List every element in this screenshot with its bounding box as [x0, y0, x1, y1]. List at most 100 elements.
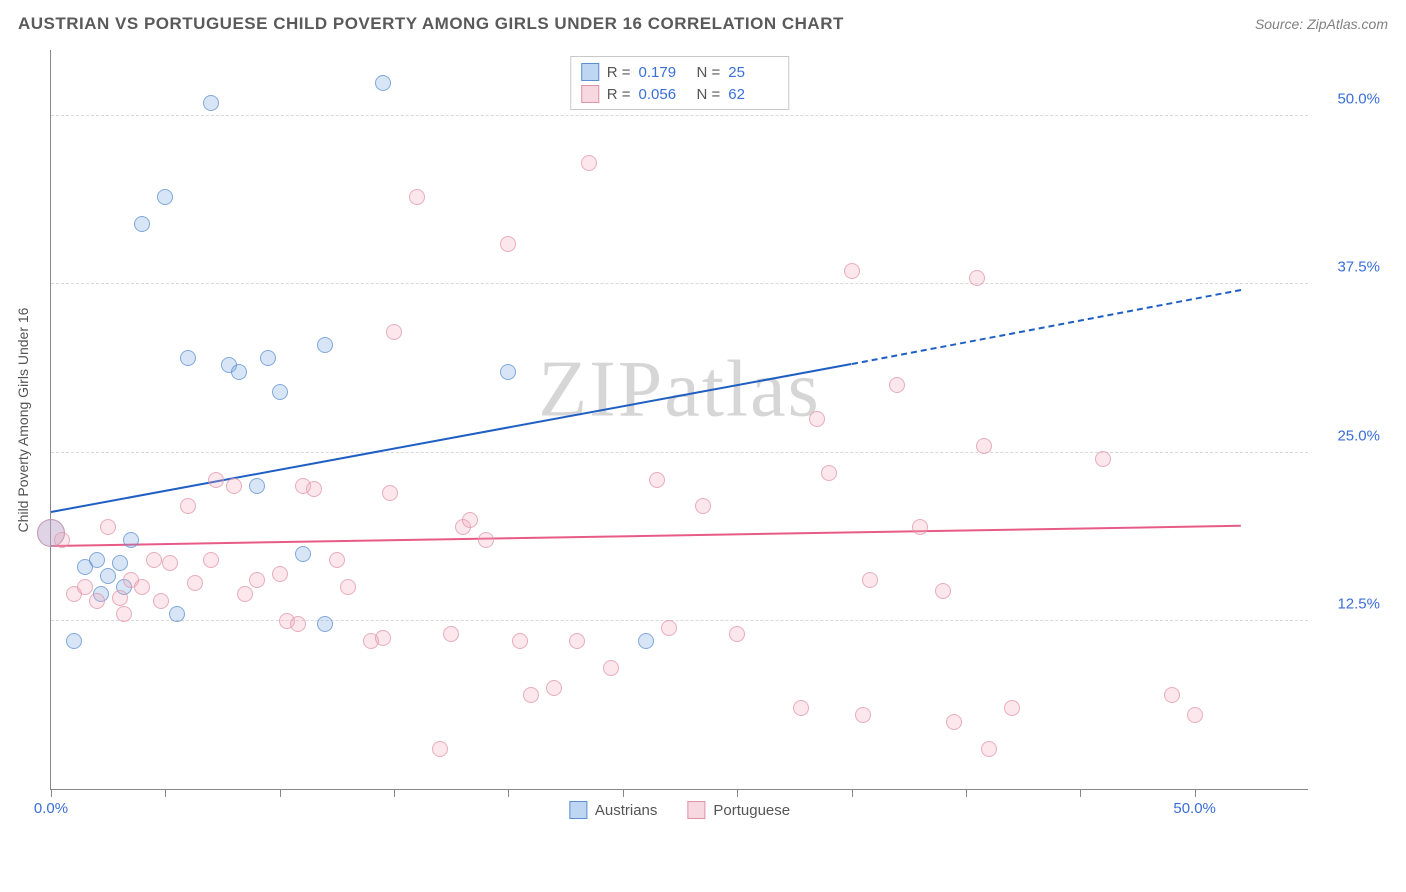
x-tick — [623, 789, 624, 797]
data-point — [146, 552, 162, 568]
data-point — [375, 630, 391, 646]
data-point — [500, 364, 516, 380]
data-point — [295, 546, 311, 562]
legend-row: R =0.056N =62 — [581, 83, 779, 105]
data-point — [180, 498, 196, 514]
x-tick — [165, 789, 166, 797]
data-point — [290, 616, 306, 632]
data-point — [187, 575, 203, 591]
data-point — [54, 532, 70, 548]
legend-r-label: R = — [607, 86, 631, 103]
data-point — [1187, 707, 1203, 723]
data-point — [1164, 687, 1180, 703]
legend-r-value: 0.056 — [639, 86, 689, 103]
data-point — [432, 741, 448, 757]
y-tick-label: 37.5% — [1320, 259, 1380, 276]
data-point — [116, 606, 132, 622]
data-point — [793, 700, 809, 716]
data-point — [809, 411, 825, 427]
data-point — [134, 579, 150, 595]
plot-area: ZIPatlas R =0.179N =25R =0.056N =62 Chil… — [50, 50, 1308, 790]
data-point — [249, 478, 265, 494]
data-point — [260, 350, 276, 366]
x-tick — [966, 789, 967, 797]
data-point — [462, 512, 478, 528]
data-point — [500, 236, 516, 252]
data-point — [162, 555, 178, 571]
data-point — [272, 384, 288, 400]
data-point — [317, 337, 333, 353]
data-point — [134, 216, 150, 232]
data-point — [935, 583, 951, 599]
data-point — [946, 714, 962, 730]
data-point — [329, 552, 345, 568]
data-point — [546, 680, 562, 696]
legend-r-value: 0.179 — [639, 64, 689, 81]
x-tick-label: 0.0% — [34, 800, 68, 817]
data-point — [695, 498, 711, 514]
legend-series-name: Portuguese — [713, 802, 790, 819]
x-tick — [280, 789, 281, 797]
data-point — [386, 324, 402, 340]
data-point — [443, 626, 459, 642]
legend-row: R = 0.179 N = 25 — [581, 61, 779, 83]
correlation-legend: R =0.179N =25R =0.056N =62 — [570, 56, 790, 110]
data-point — [249, 572, 265, 588]
data-point — [478, 532, 494, 548]
data-point — [661, 620, 677, 636]
data-point — [317, 616, 333, 632]
data-point — [89, 593, 105, 609]
data-point — [272, 566, 288, 582]
data-point — [569, 633, 585, 649]
data-point — [66, 633, 82, 649]
x-tick — [1195, 789, 1196, 797]
y-tick-label: 50.0% — [1320, 91, 1380, 108]
legend-n-value: 25 — [728, 64, 778, 81]
x-tick — [737, 789, 738, 797]
data-point — [729, 626, 745, 642]
gridline — [51, 620, 1308, 621]
data-point — [844, 263, 860, 279]
data-point — [912, 519, 928, 535]
data-point — [855, 707, 871, 723]
data-point — [153, 593, 169, 609]
legend-series-item: Portuguese — [687, 801, 790, 819]
legend-n-label: N = — [697, 86, 721, 103]
data-point — [112, 555, 128, 571]
trend-line — [851, 289, 1240, 365]
data-point — [581, 155, 597, 171]
legend-n-label: N = — [697, 64, 721, 81]
series-legend: Austrians Portuguese — [569, 801, 790, 819]
x-tick — [51, 789, 52, 797]
data-point — [969, 270, 985, 286]
legend-swatch — [581, 85, 599, 103]
data-point — [100, 568, 116, 584]
data-point — [169, 606, 185, 622]
data-point — [1095, 451, 1111, 467]
data-point — [180, 350, 196, 366]
data-point — [203, 552, 219, 568]
data-point — [981, 741, 997, 757]
data-point — [889, 377, 905, 393]
gridline — [51, 115, 1308, 116]
data-point — [340, 579, 356, 595]
y-axis-label: Child Poverty Among Girls Under 16 — [15, 307, 31, 532]
x-tick — [852, 789, 853, 797]
data-point — [157, 189, 173, 205]
data-point — [603, 660, 619, 676]
x-tick — [508, 789, 509, 797]
chart-container: ZIPatlas R =0.179N =25R =0.056N =62 Chil… — [50, 50, 1390, 830]
trend-line — [51, 525, 1240, 547]
data-point — [649, 472, 665, 488]
data-point — [89, 552, 105, 568]
data-point — [512, 633, 528, 649]
data-point — [123, 532, 139, 548]
legend-r-label: R = — [607, 64, 631, 81]
data-point — [237, 586, 253, 602]
data-point — [208, 472, 224, 488]
data-point — [821, 465, 837, 481]
data-point — [375, 75, 391, 91]
trend-line — [51, 363, 852, 513]
legend-series-name: Austrians — [595, 802, 658, 819]
data-point — [976, 438, 992, 454]
